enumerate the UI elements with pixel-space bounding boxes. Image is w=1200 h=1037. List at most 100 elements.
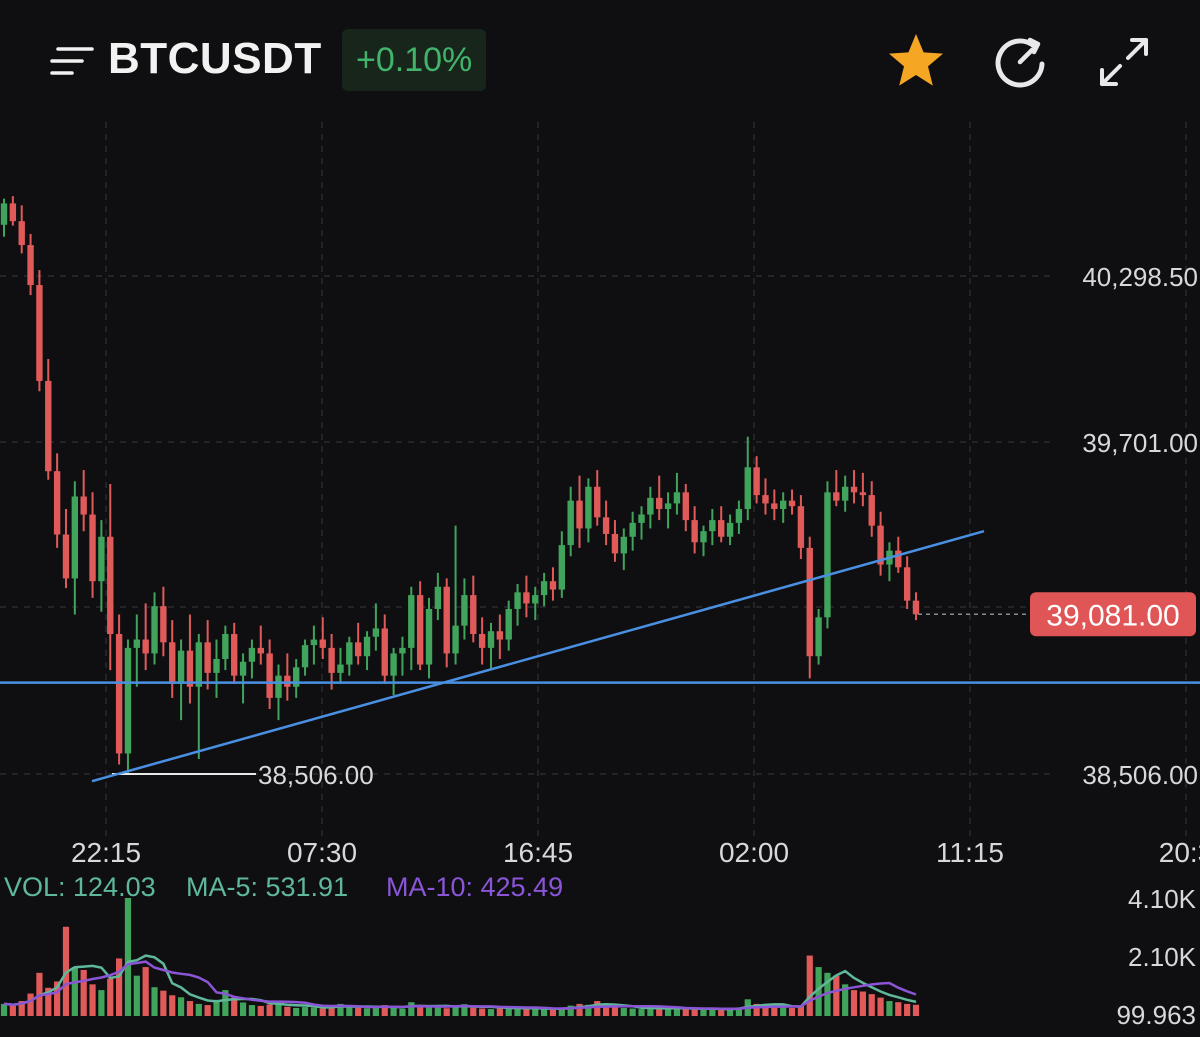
candle [310,639,318,646]
volume-bar [54,981,61,1016]
menu-icon[interactable] [50,44,94,78]
grid-lines [0,122,1187,836]
symbol-title[interactable]: BTCUSDT [108,34,322,83]
volume-bar [293,1007,300,1016]
candle [718,520,725,537]
candle [142,639,149,654]
candle [594,486,601,518]
ma5-line [3,954,917,1011]
candle [115,633,123,754]
volume-bar [780,1007,787,1016]
candle [195,642,202,687]
fullscreen-icon[interactable] [1092,30,1156,94]
candle [629,522,636,537]
candle [275,675,282,698]
volume-bar [647,1007,654,1016]
volume-bar [284,1006,291,1016]
volume-bar [390,1007,397,1016]
candle [257,647,264,654]
candle [222,633,229,659]
volume-bar [797,1005,804,1016]
candle [284,675,291,687]
volume-bar [417,1005,424,1016]
star-icon[interactable] [884,30,948,94]
change-badge: +0.10% [342,29,487,91]
candle [726,522,734,537]
candle [806,547,813,657]
volume-bar [239,1002,247,1016]
volume-bar [355,1007,362,1016]
volume-bar [549,1009,557,1016]
candle [540,581,548,596]
y-tick-label: 39,701.00 [1082,428,1198,458]
candle [461,595,468,626]
volume-bar [487,1009,495,1016]
candle [682,492,689,521]
volume-bar [904,1003,911,1016]
volume-bar [726,1009,734,1016]
volume-bar [213,999,220,1016]
ma5-label: MA-5: 531.91 [186,872,348,902]
candle [45,380,52,472]
candle [815,617,822,657]
candle [266,653,273,698]
volume-bar [124,898,132,1016]
candle [248,647,256,662]
candle [346,642,353,665]
candle [532,595,539,604]
candle [408,595,415,648]
candle [647,497,654,515]
volume-bar [45,987,52,1016]
volume-bar [133,975,140,1016]
volume-bar [788,1007,796,1016]
ma10-label: MA-10: 425.49 [386,872,563,902]
candle [505,608,512,640]
candle [328,647,335,673]
candle [567,500,574,546]
candle [186,650,194,687]
candle [602,517,610,534]
low-marker-label: 38,506.00 [258,760,374,790]
volume-bar [80,969,87,1016]
volume-bar [691,1009,698,1016]
candle [620,536,627,554]
volume-bar [762,1005,769,1016]
volume-bar [142,967,149,1016]
volume-bar [98,990,105,1016]
overlay-lines: 38,506.00 39,081.00 [0,529,1200,790]
volume-bar [602,1006,610,1016]
volume-bar [0,1003,8,1016]
volume-bar [505,1007,512,1016]
volume-bar [116,958,123,1016]
x-tick-label: 07:30 [287,837,357,868]
x-tick-label: 16:45 [503,837,573,868]
candle [434,586,442,609]
volume-bar [266,1004,273,1016]
candle [779,500,787,509]
volume-bar [27,993,34,1016]
candle [0,203,8,225]
candle [18,221,25,246]
volume-bar [9,1005,16,1016]
volume-bar [425,1006,433,1016]
volume-bar [806,955,813,1016]
volume-bar [656,1008,663,1016]
candle [470,595,477,634]
volume-bar [576,1003,583,1016]
volume-bar [567,1005,574,1016]
volume-bar [664,1008,672,1016]
candle [585,486,592,529]
candle [89,514,96,582]
trend-line [91,529,985,783]
volume-bar [470,1007,477,1016]
volume-label: VOL: 124.03 [4,872,156,902]
volume-bar [151,987,158,1016]
refresh-icon[interactable] [988,30,1052,94]
candle [177,650,185,684]
volume-bar [611,1007,619,1016]
volume-bar [541,1008,548,1016]
volume-bar [620,1007,627,1016]
ma10-line [3,960,917,1010]
volume-bar [204,1005,211,1016]
